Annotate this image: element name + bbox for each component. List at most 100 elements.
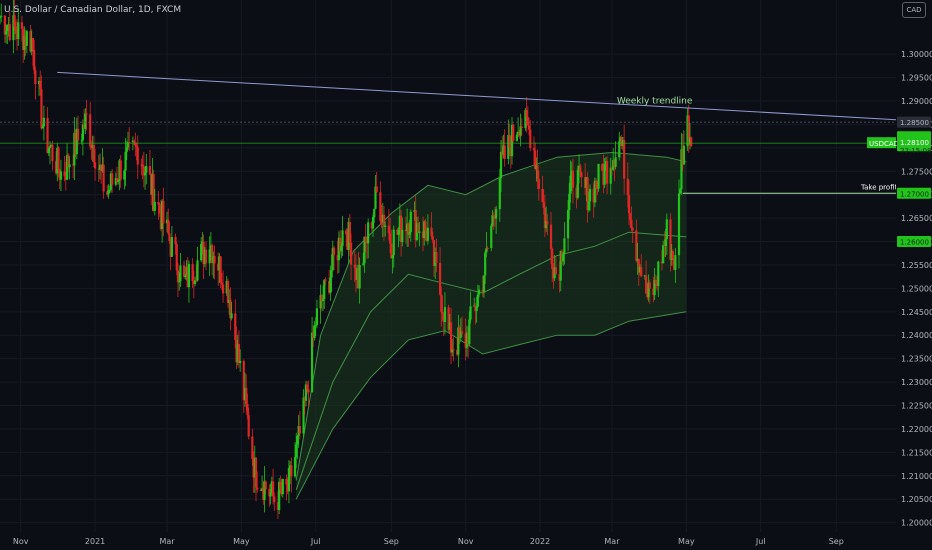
candle-body [303,397,306,401]
candle-body [167,219,170,234]
candle-body [48,146,52,148]
candles-group [0,0,693,519]
candle-body [501,151,504,155]
candle-body [620,137,623,147]
candle-body [4,31,8,35]
time-axis[interactable]: Nov 2021 Mar May Jul Sep Nov 2022 Mar May Jul Sep [13,537,844,546]
candle-body [535,165,538,169]
candle-body [662,244,665,264]
candle-body [451,349,454,353]
y-tick-label: 1.25000 [901,284,932,293]
candle-body [558,274,561,281]
upper-level-badge [897,116,931,128]
candle-body [153,201,156,211]
candle-body [566,210,570,239]
candle-body [643,275,646,277]
candle-body [669,219,672,261]
candle-body [644,275,648,294]
candle-body [680,149,683,190]
y-tick-label: 1.21000 [901,472,932,481]
candle-body [42,117,45,127]
candle-body [613,159,616,167]
price-axis[interactable]: 1.300001.295001.290001.285001.280001.275… [896,0,932,550]
candle-body [371,217,375,229]
candle-body [50,144,53,147]
candle-body [441,311,444,314]
candle-body [263,481,266,500]
upper-level-value: 1.28500 [900,119,929,127]
x-tick-label: May [678,537,695,546]
candle-body [679,189,682,194]
candle-body [319,295,322,309]
candle-body [14,26,17,34]
candle-body [519,126,522,136]
candle-body [178,281,181,283]
candle-body [209,245,212,250]
candle-body [65,155,69,180]
candle-body [457,327,460,355]
candle-body [418,231,421,233]
candle-body [430,227,433,237]
candle-body [408,232,411,235]
candle-body [119,160,122,180]
candle-body [135,145,138,148]
candle-body [508,135,511,147]
candle-body [575,187,578,198]
candle-body [212,255,215,264]
symbol-title[interactable]: U.S. Dollar / Canadian Dollar, 1D, FXCM [4,5,182,15]
candle-body [499,151,503,179]
candle-body [185,266,188,277]
candle-body [340,245,343,252]
candle-body [554,267,557,275]
candle-body [179,265,182,282]
candle-body [228,299,231,303]
candle-body [503,145,506,159]
x-tick-label: 2021 [85,537,105,546]
candle-body [89,114,92,147]
candle-body [306,384,309,389]
candle-body [75,128,78,155]
candle-body [688,137,692,145]
candle-body [169,241,172,257]
candle-body [225,280,228,294]
candle-body [577,165,581,170]
candle-body [664,239,667,246]
candle-body [201,241,204,244]
candle-body [168,233,171,242]
candle-body [332,247,336,256]
candle-body [252,459,255,478]
candle-body [652,288,655,295]
candle-body [381,214,384,223]
candle-body [413,210,416,212]
candle-body [357,268,360,289]
candle-body [230,313,233,319]
candle-body [518,131,521,136]
candle-body [482,275,486,293]
y-tick-label: 1.30000 [901,50,932,59]
candle-body [569,175,572,194]
candle-body [304,384,308,401]
candle-body [30,37,33,52]
candle-body [638,267,642,273]
weekly-trendline[interactable] [57,71,897,121]
candle-body [477,289,481,295]
candle-body [151,173,154,195]
candle-body [492,215,495,217]
currency-button[interactable]: CAD [902,2,926,18]
y-tick-label: 1.21500 [901,448,932,457]
candle-body [474,305,477,311]
candle-body [67,155,70,168]
candle-body [59,171,63,180]
candle-body [601,163,604,171]
candle-body [388,233,392,244]
candle-body [365,241,369,244]
candle-body [165,219,169,224]
candle-body [0,17,2,19]
band-upper-line [295,151,687,481]
candle-body [473,305,476,307]
x-tick-label: 2022 [530,537,550,546]
candle-body [484,252,487,276]
candle-body [686,115,689,146]
candle-body [193,280,197,284]
